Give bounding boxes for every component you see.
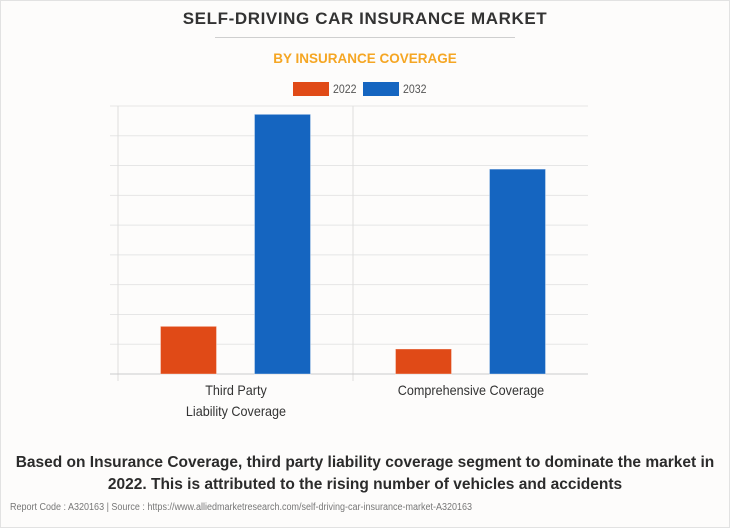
x-tick-label: Comprehensive Coverage bbox=[372, 380, 570, 401]
x-tick-label-line: Liability Coverage bbox=[185, 403, 286, 419]
bar-2032-comprehensive bbox=[489, 168, 546, 375]
legend-item-2032[interactable]: 2032 bbox=[363, 82, 429, 96]
bar-2022-comprehensive bbox=[395, 348, 452, 375]
bar-chart bbox=[110, 105, 588, 381]
bar-2022-third-party-liability bbox=[160, 325, 217, 375]
legend: 2022 2032 bbox=[293, 82, 433, 96]
bar-2032-third-party-liability bbox=[254, 113, 311, 375]
report-source-footer: Report Code : A320163 | Source : https:/… bbox=[10, 502, 473, 513]
legend-swatch-2032 bbox=[363, 82, 399, 96]
x-tick-label: Third Party Liability Coverage bbox=[137, 380, 335, 422]
legend-label-2032: 2032 bbox=[403, 82, 427, 96]
chart-caption: Based on Insurance Coverage, third party… bbox=[15, 454, 715, 493]
chart-subtitle: BY INSURANCE COVERAGE bbox=[273, 51, 457, 66]
title-divider bbox=[215, 37, 515, 38]
x-tick-label-line: Third Party bbox=[204, 382, 267, 398]
legend-label-2022: 2022 bbox=[333, 82, 357, 96]
legend-item-2022[interactable]: 2022 bbox=[293, 82, 359, 96]
legend-swatch-2022 bbox=[293, 82, 329, 96]
x-tick-label-line: Comprehensive Coverage bbox=[397, 382, 544, 398]
chart-title: SELF-DRIVING CAR INSURANCE MARKET bbox=[182, 9, 548, 28]
